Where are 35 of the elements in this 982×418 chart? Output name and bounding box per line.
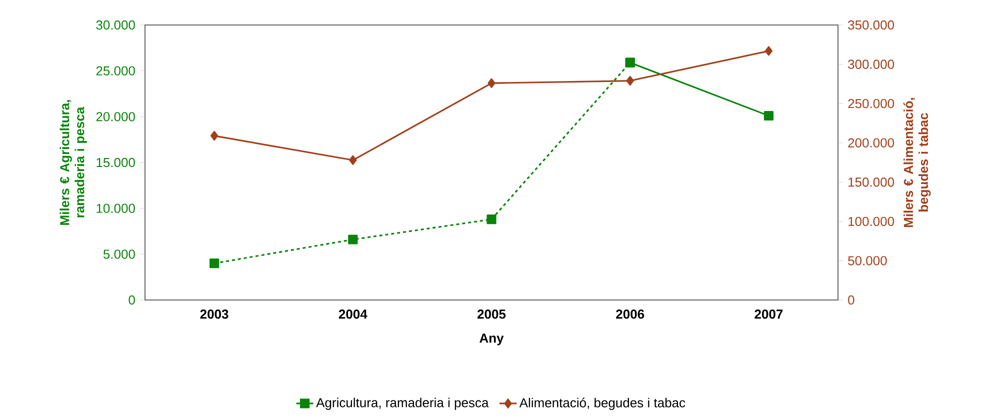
y2-tick-label: 300.000 bbox=[848, 60, 894, 69]
y2-tick-label: 350.000 bbox=[848, 20, 894, 30]
y2-tick-label: 100.000 bbox=[848, 216, 894, 226]
y2-tick-label: 150.000 bbox=[848, 178, 894, 187]
point bbox=[625, 58, 635, 68]
y-axis-title: Milers € Agricultura, ramaderia i pesca bbox=[60, 100, 87, 225]
y-tick-label: 25.000 bbox=[96, 66, 135, 76]
point bbox=[210, 258, 220, 268]
point bbox=[626, 76, 634, 86]
point bbox=[348, 234, 358, 244]
y2-tick-label: 0 bbox=[848, 295, 854, 305]
x-tick-label: 2003 bbox=[200, 310, 228, 319]
y-tick-label: 30.000 bbox=[96, 20, 135, 30]
y-tick-label: 5.000 bbox=[103, 250, 135, 259]
point bbox=[210, 130, 218, 141]
point bbox=[764, 110, 774, 121]
legend-label: Agricultura, ramaderia i pesca bbox=[316, 398, 489, 410]
y2-axis-title: Milers € Alimentació, begudes i tabac bbox=[903, 98, 931, 228]
y-tick-label: 15.000 bbox=[96, 158, 135, 168]
y-tick-label: 20.000 bbox=[96, 112, 135, 122]
point bbox=[764, 46, 773, 56]
x-tick-label: 2004 bbox=[338, 310, 368, 319]
x-axis-title: Any bbox=[480, 334, 504, 346]
point bbox=[488, 78, 496, 88]
y2-tick-label: 200.000 bbox=[848, 138, 894, 148]
x-tick-label: 2005 bbox=[477, 310, 506, 319]
point bbox=[349, 155, 357, 165]
y-tick-label: 0 bbox=[128, 295, 135, 305]
x-tick-label: 2007 bbox=[754, 310, 783, 319]
y-tick-label: 10.000 bbox=[96, 204, 135, 213]
y2-tick-label: 250.000 bbox=[848, 98, 894, 108]
point bbox=[486, 214, 496, 224]
x-tick-label: 2006 bbox=[616, 310, 644, 319]
legend-label: Alimentació, begudes i tabac bbox=[519, 398, 686, 410]
y2-tick-label: 50.000 bbox=[848, 256, 887, 266]
